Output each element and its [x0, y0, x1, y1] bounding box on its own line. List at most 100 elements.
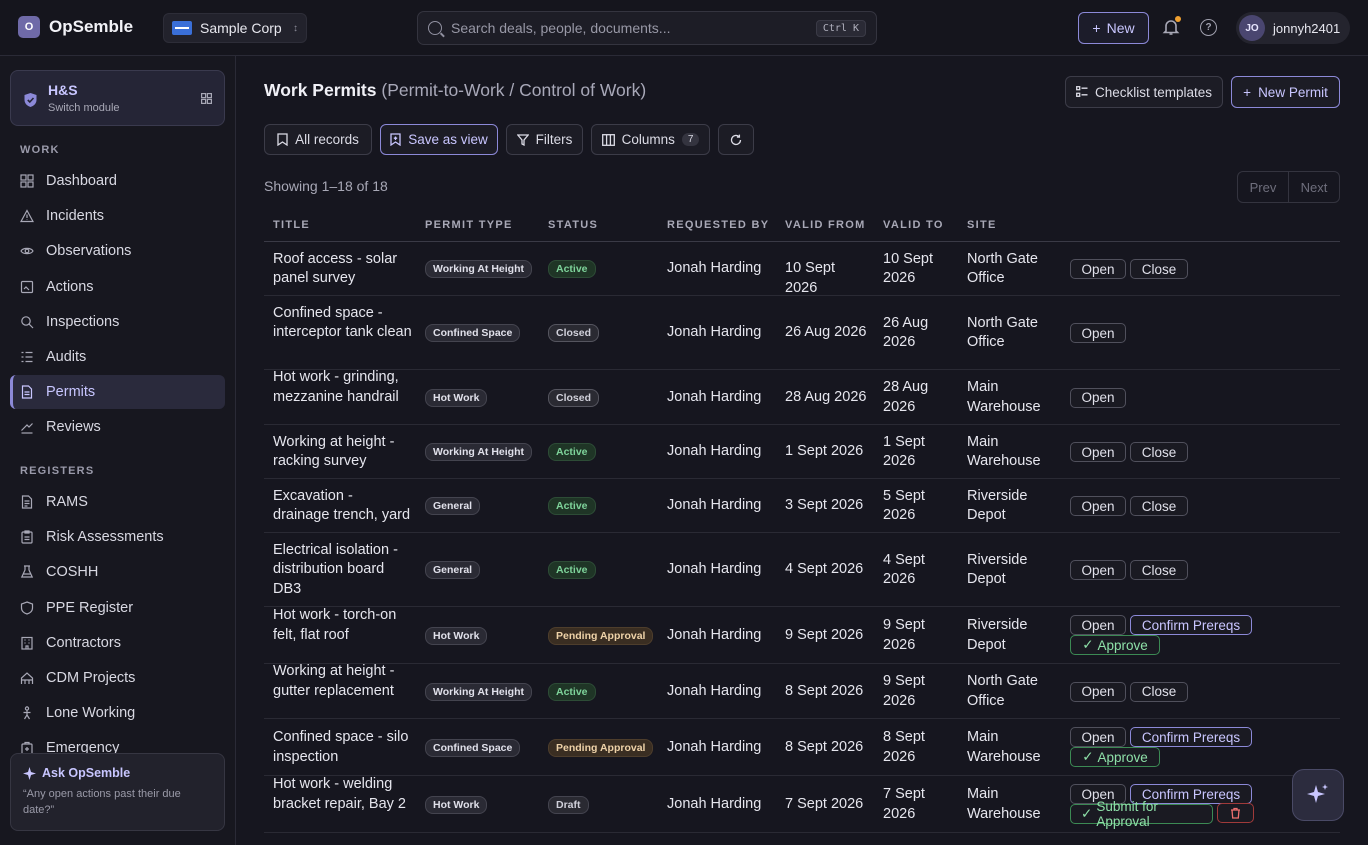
open-button[interactable]: Open [1070, 784, 1126, 804]
sidebar-item-contractors[interactable]: Contractors [10, 626, 225, 660]
new-button[interactable]: + New [1078, 12, 1149, 44]
ai-assistant-button[interactable] [1292, 769, 1344, 821]
table-row[interactable]: Hot work - grinding, mezzanine handrail H… [264, 369, 1340, 425]
module-switcher[interactable]: H&S Switch module [10, 70, 225, 126]
open-button[interactable]: Open [1070, 560, 1126, 580]
sidebar-item-actions[interactable]: Actions [10, 270, 225, 304]
new-permit-button[interactable]: + New Permit [1231, 76, 1340, 108]
sidebar-item-risk-assessments[interactable]: Risk Assessments [10, 520, 225, 554]
filters-button[interactable]: Filters [506, 124, 583, 155]
org-switcher[interactable]: Sample Corp ↕ [163, 13, 307, 43]
sidebar-item-reviews[interactable]: Reviews [10, 410, 225, 444]
open-button[interactable]: Open [1070, 387, 1126, 408]
close-button[interactable]: Close [1130, 442, 1188, 462]
permit-type-badge: Hot Work [425, 626, 488, 645]
checklist-label: Checklist templates [1094, 84, 1213, 100]
open-button[interactable]: Open [1070, 323, 1126, 343]
user-menu[interactable]: JO jonnyh2401 [1236, 12, 1350, 44]
help-icon[interactable]: ? [1200, 19, 1217, 36]
chevron-updown-icon: ↕ [293, 22, 298, 34]
sidebar-item-cdm-projects[interactable]: CDM Projects [10, 661, 225, 695]
global-search[interactable]: Ctrl K [417, 11, 877, 45]
sidebar-item-label: CDM Projects [46, 670, 136, 686]
col-valid-from[interactable]: VALID FROM [785, 219, 866, 231]
requested-by: Jonah Harding [667, 260, 762, 276]
submit-for-approval-button[interactable]: ✓ Submit for Approval [1070, 799, 1213, 829]
eye-icon [20, 244, 34, 258]
columns-button[interactable]: Columns 7 [591, 124, 710, 155]
sidebar-item-permits[interactable]: Permits [10, 375, 225, 410]
col-requested-by[interactable]: REQUESTED BY [667, 219, 770, 231]
close-button[interactable]: Close [1130, 496, 1188, 516]
site-name: North Gate Office [967, 250, 1038, 287]
sidebar-item-rams[interactable]: RAMS [10, 485, 225, 519]
open-button[interactable]: Open [1070, 727, 1126, 747]
sidebar: H&S Switch module WORK Dashboard Incident… [0, 56, 236, 845]
check-icon: ✓ [1082, 749, 1094, 764]
logo-mark: O [18, 16, 40, 38]
valid-from: 8 Sept 2026 [785, 682, 864, 699]
permit-type-badge: Hot Work [425, 388, 488, 407]
shield-check-icon [24, 93, 37, 107]
col-permit-type[interactable]: PERMIT TYPE [425, 219, 513, 231]
confirm-prereqs-button[interactable]: Confirm Prereqs [1130, 727, 1252, 747]
valid-to: 4 Sept 2026 [883, 551, 925, 588]
close-button[interactable]: Close [1130, 560, 1188, 580]
permit-type-badge: Confined Space [425, 738, 521, 757]
open-button[interactable]: Open [1070, 259, 1126, 279]
table-row[interactable]: Excavation - drainage trench, yard Genera… [264, 479, 1340, 533]
close-button[interactable]: Close [1130, 259, 1188, 279]
next-button[interactable]: Next [1288, 172, 1339, 202]
col-site[interactable]: SITE [967, 219, 997, 231]
confirm-prereqs-button[interactable]: Confirm Prereqs [1130, 784, 1252, 804]
check-icon: ✓ [1082, 637, 1094, 652]
app-logo[interactable]: O OpSemble [18, 16, 133, 38]
approve-button[interactable]: ✓ Approve [1070, 747, 1160, 767]
sidebar-item-coshh[interactable]: COSHH [10, 555, 225, 589]
approve-button[interactable]: ✓ Approve [1070, 635, 1160, 655]
checklist-templates-button[interactable]: Checklist templates [1065, 76, 1223, 108]
requested-by: Jonah Harding [667, 324, 762, 340]
status-badge: Active [548, 561, 596, 579]
save-view-button[interactable]: Save as view [380, 124, 498, 155]
open-button[interactable]: Open [1070, 615, 1126, 635]
refresh-button[interactable] [718, 124, 754, 155]
sidebar-item-dashboard[interactable]: Dashboard [10, 164, 225, 198]
sidebar-item-audits[interactable]: Audits [10, 340, 225, 374]
open-button[interactable]: Open [1070, 496, 1126, 516]
status-badge: Pending Approval [548, 626, 654, 645]
sidebar-item-ppe-register[interactable]: PPE Register [10, 591, 225, 625]
table-row[interactable]: Confined space - silo inspection Confined… [264, 719, 1340, 776]
sidebar-item-incidents[interactable]: Incidents [10, 199, 225, 233]
prev-button[interactable]: Prev [1249, 179, 1277, 195]
permit-type-badge: Working At Height [425, 682, 532, 701]
valid-to: 1 Sept 2026 [883, 433, 925, 470]
open-button[interactable]: Open [1070, 681, 1126, 702]
valid-from: 9 Sept 2026 [785, 626, 864, 643]
notifications-button[interactable] [1162, 16, 1181, 36]
sidebar-item-lone-working[interactable]: Lone Working [10, 696, 225, 730]
bell-icon [1162, 20, 1180, 35]
table-row[interactable]: Electrical isolation - distribution boar… [264, 533, 1340, 607]
table-row[interactable]: Working at height - racking survey Workin… [264, 425, 1340, 479]
confirm-prereqs-button[interactable]: Confirm Prereqs [1130, 615, 1252, 635]
col-valid-to[interactable]: VALID TO [883, 219, 944, 231]
all-records-button[interactable]: All records [264, 124, 372, 155]
sidebar-item-inspections[interactable]: Inspections [10, 305, 225, 339]
col-title[interactable]: TITLE [273, 219, 311, 231]
sidebar-item-label: PPE Register [46, 599, 134, 616]
table-row[interactable]: Roof access - solar panel survey Working … [264, 242, 1340, 296]
permit-title: Hot work - welding bracket repair, Bay 2 [273, 776, 406, 812]
table-row[interactable]: Hot work - welding bracket repair, Bay 2… [264, 776, 1340, 833]
table-row[interactable]: Hot work - torch-on felt, flat roof Hot W… [264, 607, 1340, 664]
open-button[interactable]: Open [1070, 442, 1126, 462]
search-input[interactable] [451, 20, 807, 36]
col-status[interactable]: STATUS [548, 219, 599, 231]
table-row[interactable]: Confined space - interceptor tank clean C… [264, 296, 1340, 370]
valid-to: 10 Sept 2026 [883, 250, 933, 287]
ask-assistant-card[interactable]: Ask OpSemble “Any open actions past thei… [10, 753, 225, 831]
sidebar-item-observations[interactable]: Observations [10, 234, 225, 268]
delete-button[interactable] [1217, 803, 1254, 823]
table-row[interactable]: Working at height - gutter replacement Wo… [264, 663, 1340, 719]
close-button[interactable]: Close [1130, 681, 1188, 702]
